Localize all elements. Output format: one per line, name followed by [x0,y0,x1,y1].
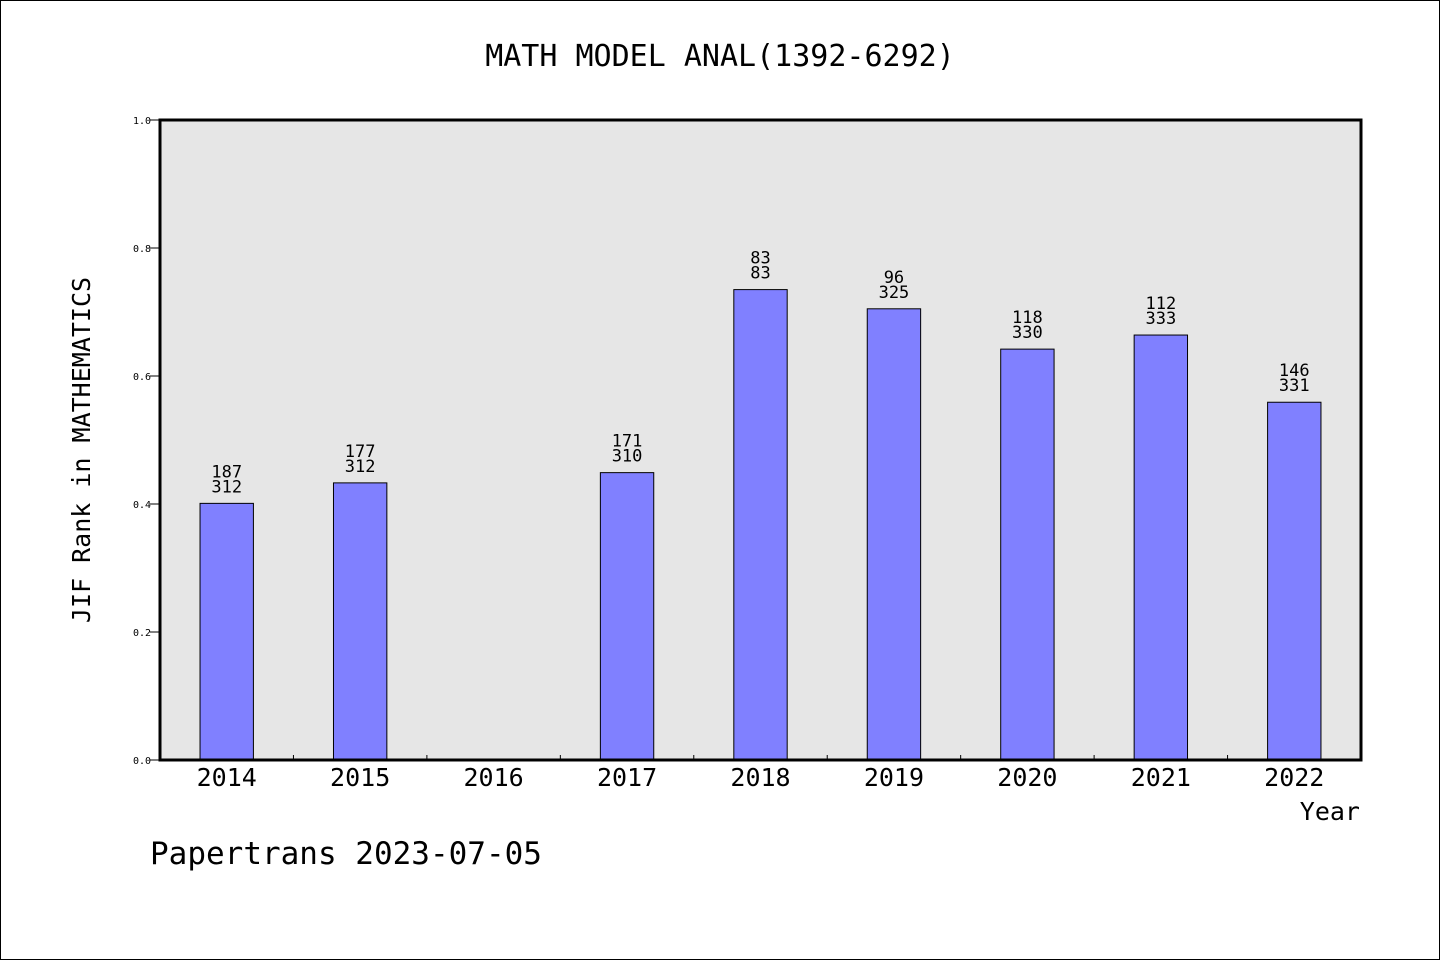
y-tick-label: 0.0 [133,756,151,767]
x-tick-label-2015: 2015 [330,763,390,792]
bar-2015 [332,482,388,761]
footer-credit: Papertrans 2023-07-05 [150,836,542,872]
bar-label-top-2022: 146 [1279,361,1310,381]
bar-2018 [733,289,788,761]
bar-label-top-2020: 118 [1012,308,1043,328]
bar-label-top-2017: 171 [612,432,643,452]
bar-label-top-2019: 96 [884,268,904,288]
y-tick-label: 0.6 [133,372,151,383]
x-tick-label-2016: 2016 [464,763,524,792]
x-tick-label-2021: 2021 [1131,763,1191,792]
y-tick-label: 0.8 [133,244,151,255]
bar-2014 [199,502,254,761]
bar-label-top-2018: 83 [750,249,770,269]
x-axis: 2014 2015 2016 2017 2018 2019 2020 2021 2022 [197,763,1325,792]
bar-label-bottom-2017: 310 [612,447,643,467]
bar-label-bottom-2018: 83 [750,264,770,284]
bar-label-top-2021: 112 [1145,294,1176,314]
bar-2021 [1133,334,1189,761]
x-tick-label-2017: 2017 [597,763,657,792]
y-tick-label: 0.4 [133,500,151,511]
bar-label-bottom-2020: 330 [1012,323,1043,343]
bar-label-top-2015: 177 [345,442,376,462]
bar-2020 [1000,348,1055,761]
x-tick-label-2018: 2018 [730,763,790,792]
y-axis-label: JIF Rank in MATHEMATICS [67,277,96,623]
bar-2019 [866,308,922,761]
y-axis: 0.0 0.2 0.4 0.6 0.8 1.0 [133,116,160,767]
bar-label-top-2014: 187 [211,462,242,482]
x-tick-label-2020: 2020 [997,763,1057,792]
bar-label-bottom-2021: 333 [1145,309,1176,329]
y-tick-label: 0.2 [133,628,151,639]
bar-label-bottom-2015: 312 [345,457,376,477]
x-tick-label-2019: 2019 [864,763,924,792]
y-tick-label: 1.0 [133,116,151,127]
chart-title: MATH MODEL ANAL(1392-6292) [485,39,955,74]
bar-label-bottom-2014: 312 [211,477,242,497]
bar-label-bottom-2022: 331 [1279,376,1310,396]
x-tick-label-2022: 2022 [1264,763,1324,792]
x-axis-label: Year [1300,797,1360,826]
bar-2022 [1267,401,1322,761]
plot-border [158,118,1363,762]
x-tick-label-2014: 2014 [197,763,257,792]
bar-2017 [599,472,655,761]
bar-label-bottom-2019: 325 [879,283,910,303]
